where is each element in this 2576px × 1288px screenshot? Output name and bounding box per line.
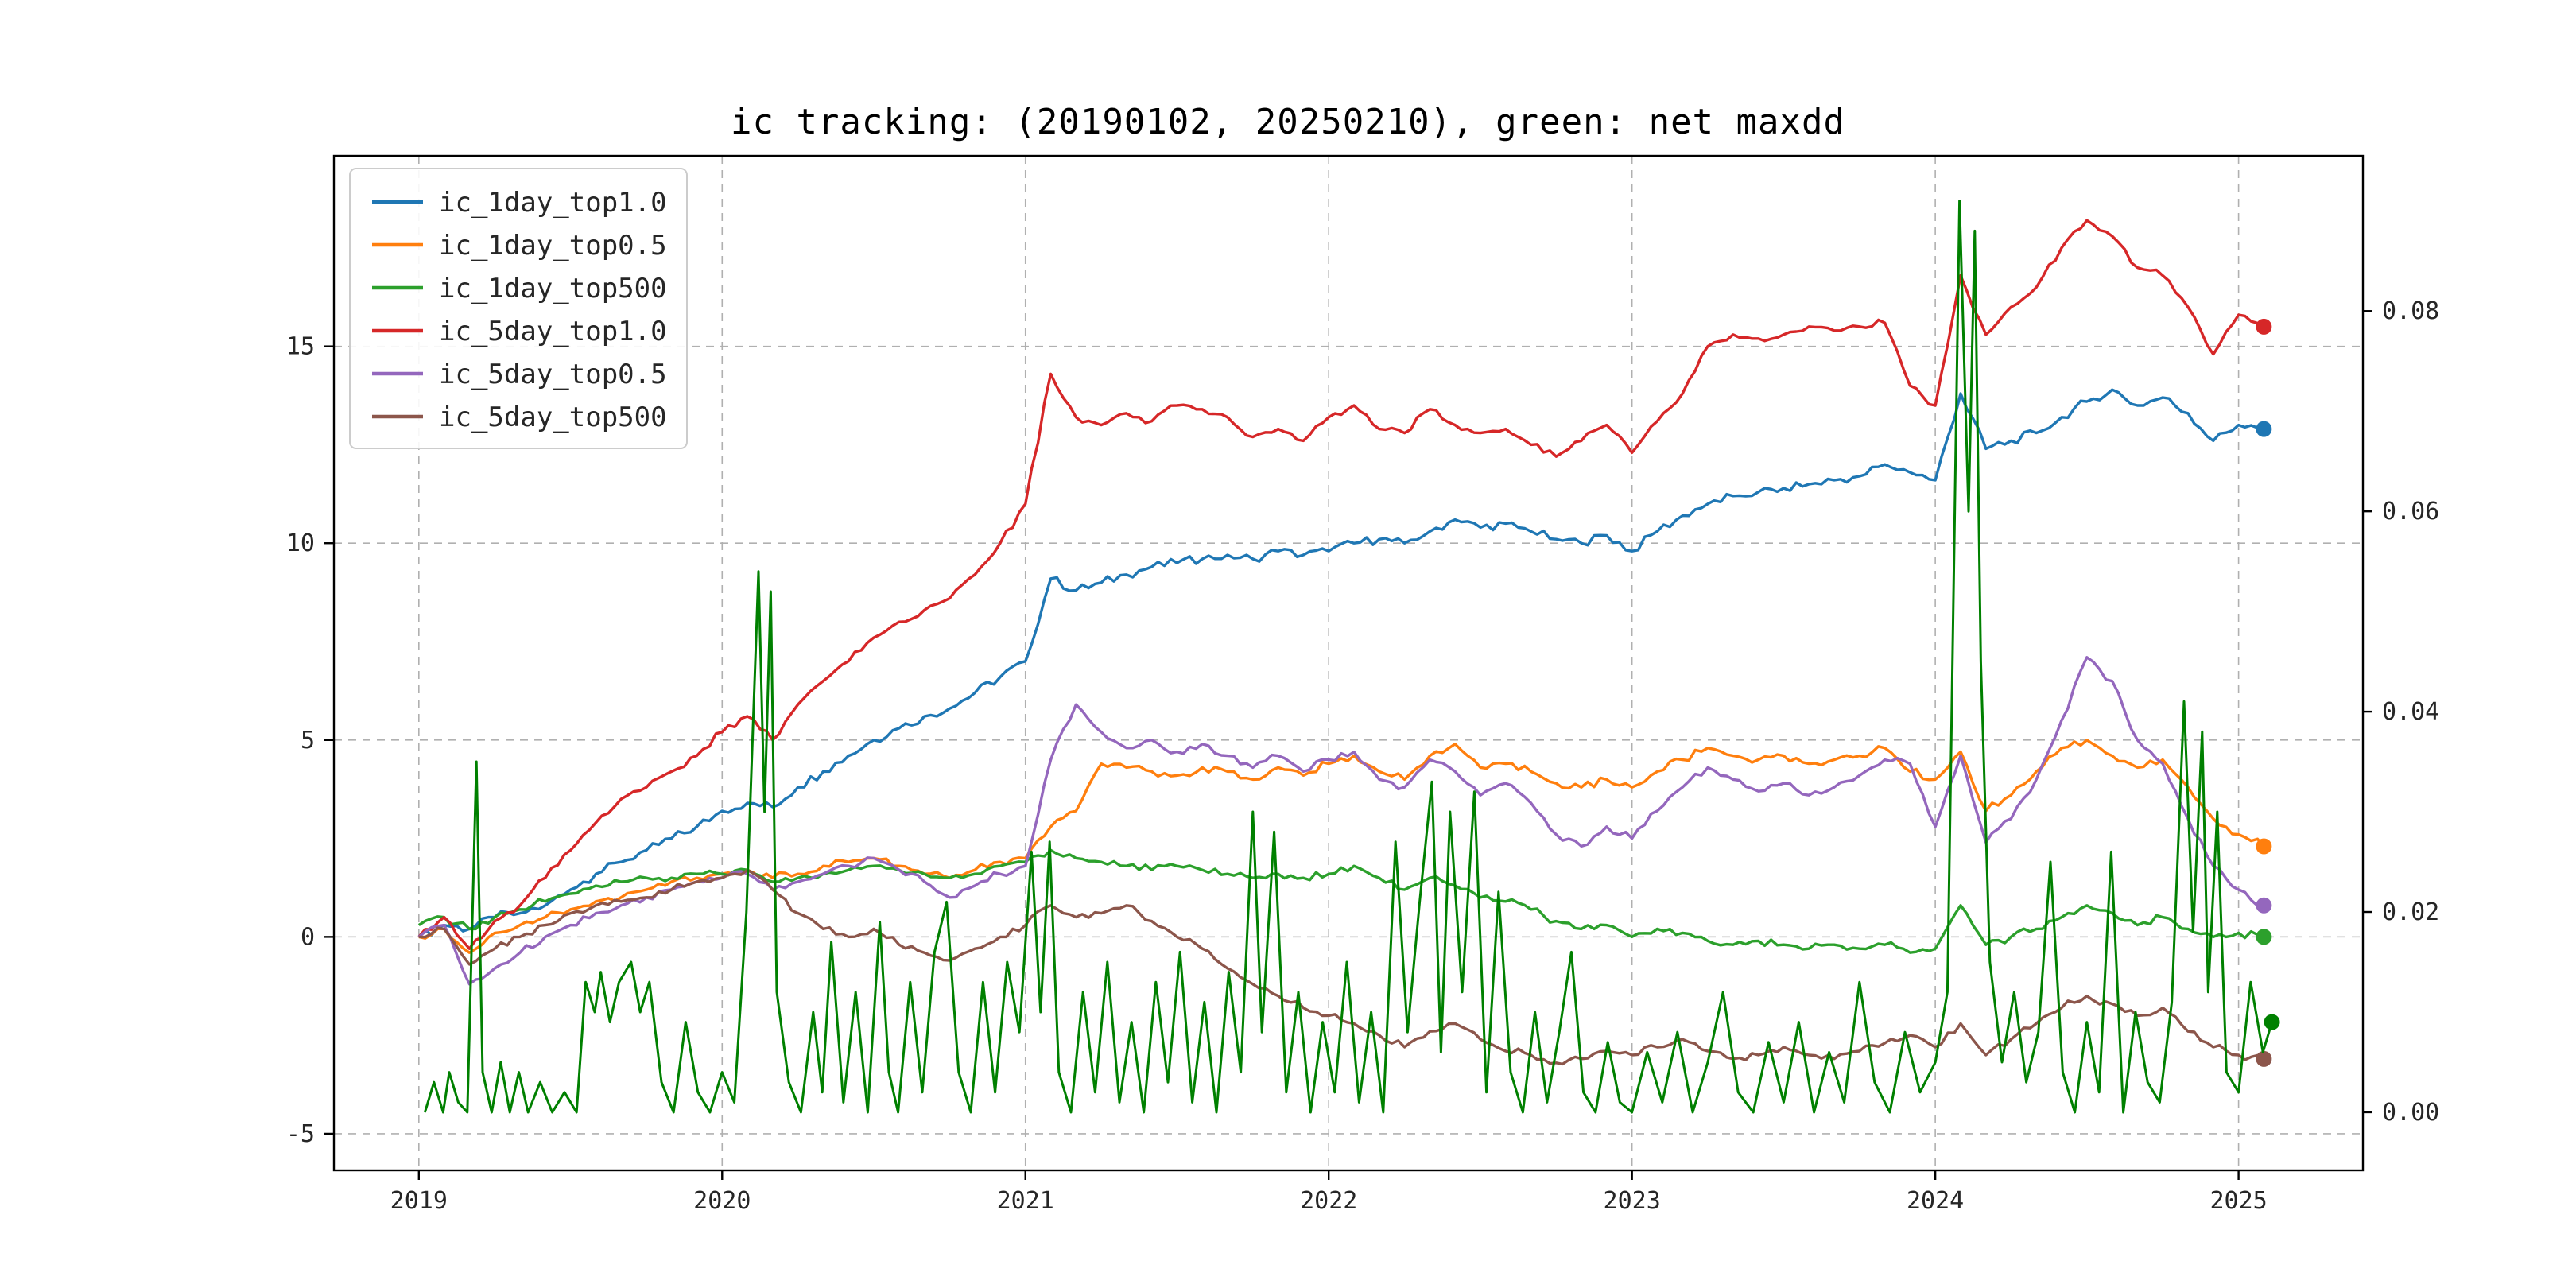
right-tick-label: 0.02 bbox=[2382, 898, 2439, 926]
right-tick-label: 0.06 bbox=[2382, 498, 2439, 526]
x-tick-label: 2020 bbox=[693, 1187, 751, 1215]
x-tick-label: 2025 bbox=[2209, 1187, 2267, 1215]
legend-label-ic_5day_top1.0: ic_5day_top1.0 bbox=[439, 316, 667, 347]
series-end-dot-ic_1day_top500 bbox=[2256, 929, 2272, 945]
legend-label-ic_1day_top1.0: ic_1day_top1.0 bbox=[439, 187, 667, 219]
right-tick-label: 0.08 bbox=[2382, 297, 2439, 325]
series-line-ic_5day_top1.0 bbox=[417, 219, 2265, 950]
left-tick-label: 0 bbox=[301, 923, 315, 951]
series-end-dot-ic_5day_top500 bbox=[2256, 1050, 2272, 1067]
right-tick-label: 0.00 bbox=[2382, 1099, 2439, 1127]
series-end-dot-ic_5day_top1.0 bbox=[2256, 318, 2272, 335]
left-tick-label: -5 bbox=[286, 1120, 315, 1148]
legend-label-ic_5day_top500: ic_5day_top500 bbox=[439, 402, 667, 433]
chart-title: ic tracking: (20190102, 20250210), green… bbox=[730, 102, 1845, 142]
plot-border bbox=[332, 154, 2365, 1172]
x-tick-label: 2023 bbox=[1604, 1187, 1661, 1215]
right-tick-label: 0.04 bbox=[2382, 698, 2439, 726]
legend-label-ic_1day_top500: ic_1day_top500 bbox=[439, 273, 667, 305]
series-end-dot-ic_1day_top0.5 bbox=[2256, 838, 2272, 855]
x-tick-label: 2022 bbox=[1300, 1187, 1357, 1215]
left-tick-label: 15 bbox=[286, 333, 315, 361]
x-tick-label: 2021 bbox=[997, 1187, 1054, 1215]
legend-box bbox=[349, 168, 688, 449]
x-tick-label: 2019 bbox=[390, 1187, 448, 1215]
legend-label-ic_5day_top0.5: ic_5day_top0.5 bbox=[439, 359, 667, 390]
series-end-dot-ic_5day_top0.5 bbox=[2256, 897, 2272, 914]
series-line-net-maxdd bbox=[423, 200, 2274, 1114]
left-tick-label: 10 bbox=[286, 530, 315, 557]
left-tick-label: 5 bbox=[301, 727, 315, 755]
legend-label-ic_1day_top0.5: ic_1day_top0.5 bbox=[439, 230, 667, 262]
x-tick-label: 2024 bbox=[1907, 1187, 1964, 1215]
series-line-ic_1day_top0.5 bbox=[418, 739, 2265, 954]
series-end-dot-ic_1day_top1.0 bbox=[2256, 421, 2272, 437]
series-end-dot-net-maxdd bbox=[2264, 1014, 2280, 1030]
